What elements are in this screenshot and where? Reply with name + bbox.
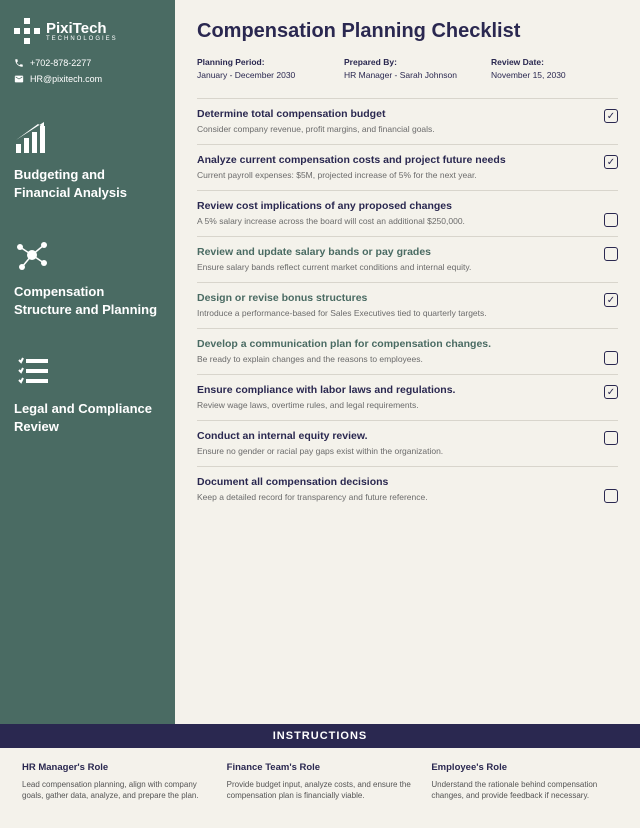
item-title: Analyze current compensation costs and p… (197, 154, 618, 166)
sidebar-section-1: Budgeting and Financial Analysis (14, 120, 161, 201)
meta-label: Planning Period: (197, 57, 324, 67)
item-title: Document all compensation decisions (197, 476, 618, 488)
company-sub: TECHNOLOGIES (46, 36, 118, 42)
checklist-item: Document all compensation decisions Keep… (197, 466, 618, 512)
meta-label: Review Date: (491, 57, 618, 67)
meta-row: Planning Period:January - December 2030 … (197, 57, 618, 80)
checkbox[interactable]: ✓ (604, 385, 618, 399)
checkbox[interactable]: ✓ (604, 293, 618, 307)
checklist-item: Develop a communication plan for compens… (197, 328, 618, 374)
list-icon (14, 354, 50, 390)
network-icon (14, 237, 50, 273)
checklist-item: Determine total compensation budget Cons… (197, 98, 618, 144)
main: Compensation Planning Checklist Planning… (175, 0, 640, 724)
item-desc: Review wage laws, overtime rules, and le… (197, 400, 618, 410)
instr-text: Understand the rationale behind compensa… (431, 779, 618, 801)
item-desc: Be ready to explain changes and the reas… (197, 354, 618, 364)
checklist-item: Review cost implications of any proposed… (197, 190, 618, 236)
item-title: Determine total compensation budget (197, 108, 618, 120)
meta-value: HR Manager - Sarah Johnson (344, 70, 471, 80)
item-desc: Consider company revenue, profit margins… (197, 124, 618, 134)
instr-title: HR Manager's Role (22, 762, 209, 773)
instructions: HR Manager's Role Lead compensation plann… (0, 748, 640, 815)
item-title: Develop a communication plan for compens… (197, 338, 618, 350)
sidebar: PixiTech TECHNOLOGIES +702-878-2277 HR@p… (0, 0, 175, 724)
meta-value: January - December 2030 (197, 70, 324, 80)
checklist-item: Review and update salary bands or pay gr… (197, 236, 618, 282)
meta-value: November 15, 2030 (491, 70, 618, 80)
instructions-bar: INSTRUCTIONS (0, 724, 640, 748)
checklist-item: Design or revise bonus structures Introd… (197, 282, 618, 328)
instr-text: Provide budget input, analyze costs, and… (227, 779, 414, 801)
checkbox[interactable] (604, 489, 618, 503)
item-title: Review and update salary bands or pay gr… (197, 246, 618, 258)
logo: PixiTech TECHNOLOGIES (14, 18, 161, 44)
instr-text: Lead compensation planning, align with c… (22, 779, 209, 801)
item-title: Conduct an internal equity review. (197, 430, 618, 442)
email-text: HR@pixitech.com (30, 74, 102, 84)
checkbox[interactable] (604, 213, 618, 227)
email-icon (14, 74, 24, 84)
phone-text: +702-878-2277 (30, 58, 91, 68)
instr-title: Employee's Role (431, 762, 618, 773)
checklist-item: Conduct an internal equity review. Ensur… (197, 420, 618, 466)
phone-icon (14, 58, 24, 68)
email: HR@pixitech.com (14, 74, 161, 84)
item-desc: Introduce a performance-based for Sales … (197, 308, 618, 318)
section-title-1: Budgeting and Financial Analysis (14, 166, 161, 201)
checkbox[interactable] (604, 431, 618, 445)
checkbox[interactable] (604, 247, 618, 261)
item-desc: A 5% salary increase across the board wi… (197, 216, 618, 226)
company-name: PixiTech (46, 20, 118, 37)
section-title-2: Compensation Structure and Planning (14, 283, 161, 318)
logo-icon (14, 18, 40, 44)
checkbox[interactable] (604, 351, 618, 365)
checklist-item: Ensure compliance with labor laws and re… (197, 374, 618, 420)
item-title: Ensure compliance with labor laws and re… (197, 384, 618, 396)
item-title: Review cost implications of any proposed… (197, 200, 618, 212)
sidebar-section-2: Compensation Structure and Planning (14, 237, 161, 318)
item-desc: Keep a detailed record for transparency … (197, 492, 618, 502)
chart-icon (14, 120, 50, 156)
item-title: Design or revise bonus structures (197, 292, 618, 304)
section-title-3: Legal and Compliance Review (14, 400, 161, 435)
page-title: Compensation Planning Checklist (197, 20, 618, 43)
instr-title: Finance Team's Role (227, 762, 414, 773)
item-desc: Ensure no gender or racial pay gaps exis… (197, 446, 618, 456)
checklist-item: Analyze current compensation costs and p… (197, 144, 618, 190)
item-desc: Ensure salary bands reflect current mark… (197, 262, 618, 272)
item-desc: Current payroll expenses: $5M, projected… (197, 170, 618, 180)
meta-label: Prepared By: (344, 57, 471, 67)
checkbox[interactable]: ✓ (604, 109, 618, 123)
phone: +702-878-2277 (14, 58, 161, 68)
sidebar-section-3: Legal and Compliance Review (14, 354, 161, 435)
checkbox[interactable]: ✓ (604, 155, 618, 169)
